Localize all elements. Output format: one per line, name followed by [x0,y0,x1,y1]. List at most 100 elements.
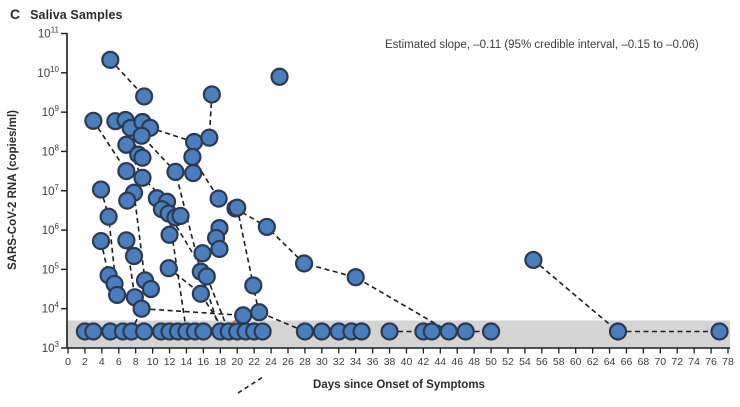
y-tick-label: 1011 [38,26,60,41]
slope-annotation: Estimated slope, –0.11 (95% credible int… [385,39,699,51]
nd-data-point [481,322,501,341]
nd-data-point [710,322,729,341]
data-point [101,50,120,69]
x-tick-label: 24 [265,356,277,368]
nd-data-point [253,322,272,341]
data-point [294,254,314,273]
x-tick-label: 32 [333,356,345,368]
x-tick-label: 20 [231,356,243,368]
trajectory-line [191,156,450,333]
nd-data-point [295,322,315,341]
x-axis-label: Days since Onset of Symptoms [313,379,485,391]
y-tick-label: 108 [42,143,60,158]
x-tick-label: 10 [147,356,159,368]
x-tick-label: 58 [553,356,565,368]
panel-title: Saliva Samples [30,8,123,22]
x-tick-label: 40 [401,356,413,368]
x-tick-label: 42 [418,356,430,368]
data-point [193,244,212,263]
x-tick-label: 78 [722,356,734,368]
x-tick-label: 72 [671,356,683,368]
y-tick-label: 105 [42,261,60,276]
x-tick-label: 4 [99,356,105,368]
y-tick-label: 107 [42,183,60,198]
x-tick-label: 52 [502,356,514,368]
x-tick-label: 62 [587,356,599,368]
x-tick-label: 64 [604,356,616,368]
data-point [117,231,136,250]
data-point [117,162,136,181]
nd-data-point [352,322,371,341]
data-point [117,135,136,154]
x-tick-label: 2 [82,356,88,368]
x-tick-label: 44 [434,356,446,368]
data-point [160,225,179,244]
data-point [132,299,151,318]
x-tick-label: 12 [164,356,176,368]
x-tick-label: 66 [621,356,633,368]
y-tick-label: 103 [42,340,60,355]
trajectory-line [532,259,619,333]
x-tick-label: 76 [705,356,717,368]
data-point [191,284,210,303]
data-point [200,128,219,147]
x-tick-label: 28 [299,356,311,368]
panel-letter: C [10,6,21,22]
nd-data-point [439,322,458,341]
nd-data-point [312,322,331,341]
data-point [118,191,137,210]
data-point [183,147,202,167]
data-point [209,189,228,208]
x-tick-label: 30 [316,356,328,368]
data-point [132,126,151,145]
x-tick-label: 0 [65,356,71,368]
data-point [270,67,289,86]
data-point [257,217,276,237]
data-point [244,276,263,295]
data-point [141,279,161,299]
x-tick-label: 56 [536,356,548,368]
data-point [124,246,144,266]
data-point [228,198,247,217]
data-point [171,206,190,226]
y-axis-label: SARS-CoV-2 RNA (copies/ml) [7,110,19,270]
y-tick-label: 104 [42,301,60,316]
x-tick-label: 22 [248,356,260,368]
nd-data-point [84,322,103,341]
y-tick-label: 109 [42,104,60,119]
y-tick-label: 106 [42,222,60,237]
x-tick-label: 34 [350,356,362,368]
data-point [202,85,221,104]
data-point [210,239,229,259]
nd-data-point [135,322,154,341]
data-point [135,87,154,106]
data-point [184,132,204,152]
trajectory-line [168,267,226,332]
x-tick-label: 26 [282,356,294,368]
stray-dash-mark [237,376,264,394]
x-tick-label: 16 [198,356,210,368]
nd-data-point [194,322,213,341]
x-tick-label: 14 [181,356,193,368]
x-tick-label: 60 [570,356,582,368]
y-tick-label: 1010 [37,65,59,80]
panel-header: C Saliva Samples [10,6,123,22]
nd-data-point [456,322,475,341]
data-point [159,259,178,278]
x-tick-label: 70 [654,356,666,368]
x-tick-label: 18 [214,356,226,368]
x-tick-label: 46 [451,356,463,368]
x-tick-label: 48 [468,356,480,368]
data-point [346,268,365,287]
x-tick-label: 54 [519,356,531,368]
data-point [166,162,185,181]
x-tick-label: 68 [638,356,650,368]
x-tick-label: 38 [384,356,396,368]
data-point [133,148,152,167]
x-tick-label: 6 [116,356,122,368]
x-tick-label: 74 [688,356,700,368]
data-point [524,250,543,270]
data-point [84,111,103,130]
data-point [197,267,216,286]
